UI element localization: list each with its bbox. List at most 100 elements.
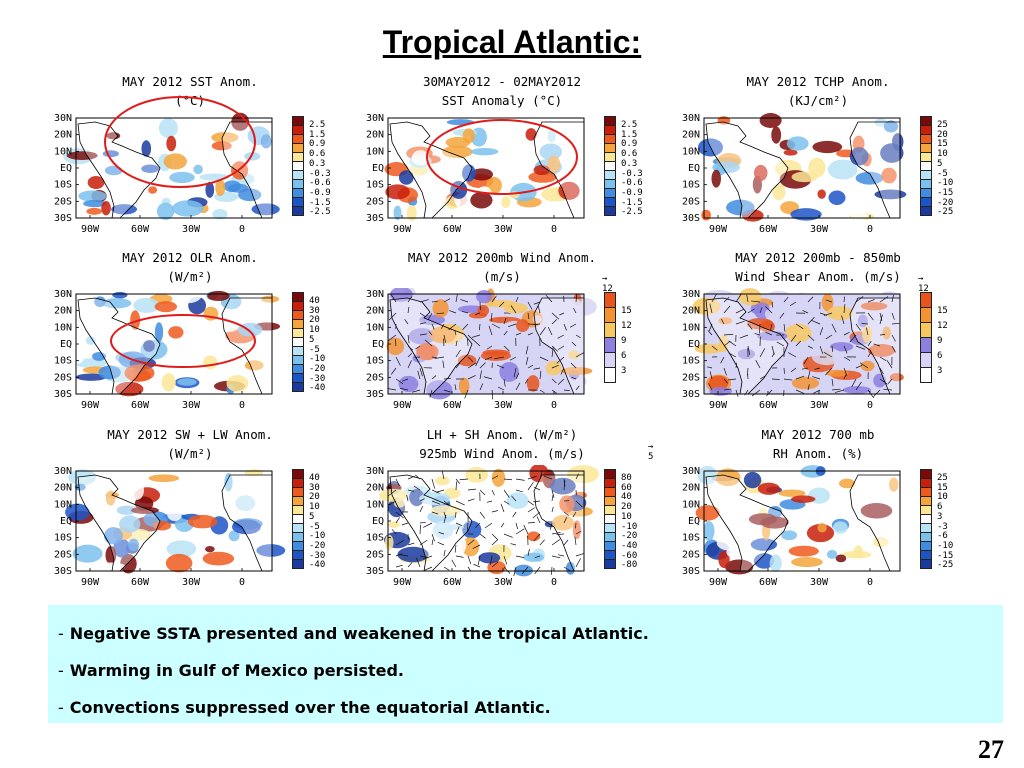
colorbar-tick-label: 40	[621, 492, 632, 503]
anomaly-shade	[791, 557, 823, 568]
wind-vector	[515, 528, 525, 535]
wind-vector	[539, 370, 542, 380]
wind-vector	[431, 539, 434, 546]
anomaly-shade	[849, 487, 880, 505]
colorbar	[920, 116, 932, 216]
wind-vector	[527, 522, 535, 524]
wind-vector	[533, 533, 541, 542]
anomaly-shade	[95, 562, 126, 571]
wind-vector	[491, 323, 501, 329]
wind-vector	[532, 511, 541, 519]
wind-vector	[533, 301, 541, 305]
wind-vector	[500, 503, 505, 513]
wind-vector	[551, 378, 557, 384]
anomaly-shade	[207, 290, 230, 301]
wind-vector	[551, 312, 560, 320]
vector-reference-value: 12	[918, 284, 929, 294]
summary-bullet-3: - Convections suppressed over the equator…	[58, 698, 551, 717]
wind-vector	[406, 494, 409, 502]
colorbar-labels: 40 30 20 10 5 -5 -10 -20 -30 -40	[309, 296, 325, 394]
colorbar-tick-label: 10	[937, 492, 948, 503]
wind-vector	[395, 356, 401, 366]
colorbar-tick-label: 0.3	[621, 158, 638, 169]
lon-tick-label: 90W	[81, 224, 100, 235]
colorbar-tick-label: 15	[937, 482, 948, 493]
panel-title-line-1: MAY 2012 200mb - 850mb	[735, 250, 901, 265]
anomaly-map: 30N 20N 10N EQ 10S 20S 30S 90W 60W 30W 0	[366, 113, 585, 235]
panel-title-line-2: RH Anom. (%)	[772, 446, 864, 461]
anomaly-shade	[478, 552, 501, 564]
colorbar-tick-label: -10	[937, 178, 954, 189]
lon-tick-label: 90W	[81, 577, 100, 588]
anomaly-shade	[168, 326, 184, 339]
wind-vector	[395, 339, 397, 347]
wind-vector	[855, 345, 866, 350]
wind-vector	[747, 308, 755, 314]
colorbar-tick-label: 10	[309, 502, 320, 513]
wind-vector	[503, 555, 508, 565]
wind-vector	[879, 356, 887, 362]
wind-vector	[739, 334, 749, 339]
colorbar-swatch	[292, 382, 304, 392]
lat-tick-label: 20S	[54, 549, 72, 560]
anomaly-shade	[130, 506, 159, 514]
wind-vector	[807, 334, 815, 342]
wind-vector	[831, 345, 834, 352]
wind-vector	[407, 542, 415, 546]
colorbar-tick-label: -5	[309, 521, 320, 532]
wind-vector	[443, 378, 451, 380]
lon-tick-label: 30W	[182, 400, 201, 411]
wind-vector	[419, 498, 425, 502]
wind-vector	[388, 489, 397, 496]
anomaly-shade	[432, 520, 454, 539]
wind-vector	[398, 554, 409, 557]
anomaly-shade	[545, 360, 562, 376]
wind-vector	[711, 293, 717, 303]
anomaly-shade	[754, 553, 775, 569]
wind-vector	[479, 533, 486, 539]
wind-vector	[472, 544, 481, 549]
wind-vector	[442, 360, 445, 369]
colorbar-swatch	[920, 292, 932, 308]
wind-vector	[843, 304, 846, 314]
lon-tick-label: 90W	[709, 400, 728, 411]
wind-vector	[557, 554, 565, 557]
wind-vector	[395, 564, 403, 568]
wind-vector	[575, 522, 577, 529]
wind-vector	[455, 294, 458, 303]
wind-vector	[563, 539, 569, 546]
colorbar-swatch	[604, 206, 616, 216]
anomaly-shade	[65, 503, 90, 521]
wind-vector	[825, 334, 833, 340]
anomaly-shade	[703, 521, 715, 542]
wind-vector	[407, 475, 415, 480]
lat-tick-label: 30N	[682, 289, 700, 300]
anomaly-shade	[882, 326, 891, 340]
wind-vector	[723, 305, 731, 314]
wind-vector	[574, 536, 577, 546]
anomaly-shade	[786, 136, 809, 151]
colorbar-tick-label: -1.5	[621, 197, 643, 208]
wind-vector	[728, 340, 737, 347]
colorbar-tick-label: -20	[309, 540, 326, 551]
wind-vector	[431, 533, 435, 542]
colorbar-tick-label: -20	[937, 197, 954, 208]
wind-vector	[867, 351, 872, 358]
lat-tick-label: 30N	[54, 113, 72, 124]
wind-vector	[513, 367, 517, 378]
wind-vector	[455, 478, 461, 484]
colorbar-tick-label: 20	[309, 315, 320, 326]
wind-vector	[755, 360, 761, 369]
wind-vector	[534, 566, 541, 575]
wind-vector	[455, 349, 461, 358]
map-panel-6: MAY 2012 200mb - 850mb Wind Shear Anom. (…	[668, 248, 998, 411]
anomaly-shade	[411, 150, 430, 166]
anomaly-shade	[849, 147, 869, 166]
wind-vector	[823, 351, 833, 358]
colorbar-tick-label: 0.6	[309, 149, 326, 160]
colorbar-tick-label: 20	[309, 492, 320, 503]
wind-vector	[563, 511, 569, 516]
colorbar-tick-label: -1.5	[309, 197, 331, 208]
wind-vector	[802, 310, 809, 314]
wind-vector	[575, 385, 580, 391]
